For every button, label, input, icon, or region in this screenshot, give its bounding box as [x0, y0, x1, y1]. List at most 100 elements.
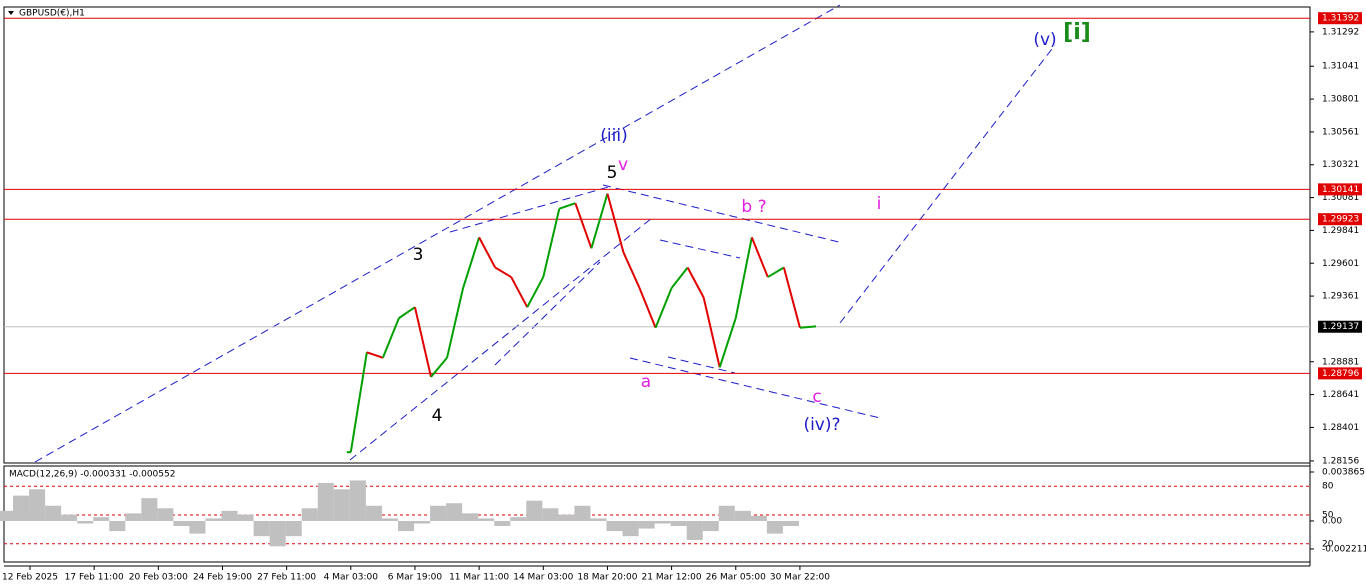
macd-bar: [157, 508, 174, 521]
macd-bar: [349, 480, 366, 521]
y-tick-label: 0.00: [1322, 516, 1342, 526]
price-segment: [590, 193, 609, 249]
x-tick-label: 6 Mar 19:00: [388, 573, 443, 583]
macd-bar: [638, 520, 655, 529]
macd-bar: [173, 520, 190, 527]
y-tick-label: 1.31292: [1322, 27, 1359, 37]
y2-tick-label: 80: [1322, 482, 1334, 492]
level-label-box: [1318, 183, 1362, 196]
x-tick-label: 27 Feb 11:00: [257, 573, 316, 583]
price-segment: [542, 208, 561, 278]
level-label: 1.31392: [1322, 14, 1359, 24]
price-segment: [686, 267, 705, 299]
macd-bar: [622, 520, 639, 537]
macd-bar: [221, 510, 238, 521]
y-tick-label: 1.28156: [1322, 456, 1359, 466]
macd-bar: [430, 505, 447, 521]
y-tick-label: 1.30081: [1322, 193, 1359, 203]
macd-title: MACD(12,26,9) -0.000331 -0.000552: [9, 470, 175, 480]
wave-label: b ?: [741, 197, 766, 217]
macd-bar: [766, 520, 783, 534]
y-tick-label: 1.29841: [1322, 226, 1359, 236]
x-tick-label: 18 Mar 20:00: [577, 573, 637, 583]
price-segment: [526, 276, 545, 308]
macd-bar: [29, 489, 46, 521]
x-tick-label: 11 Mar 11:00: [449, 573, 509, 583]
price-segment: [574, 202, 593, 249]
chart-title: GBPUSD(€),H1: [19, 9, 85, 19]
macd-bar: [734, 510, 751, 521]
price-segment: [462, 237, 481, 289]
macd-bar: [782, 520, 799, 527]
macd-bar: [397, 520, 415, 532]
y-tick-label: 1.30321: [1322, 160, 1359, 170]
macd-bar: [109, 520, 126, 532]
x-tick-label: 30 Mar 22:00: [770, 573, 830, 583]
y-tick-label: 1.29601: [1322, 259, 1359, 269]
macd-bar: [478, 518, 495, 521]
price-segment: [366, 351, 384, 359]
x-tick-label: 21 Mar 12:00: [642, 573, 702, 583]
price-segment: [702, 297, 721, 368]
y-tick-label: 1.28641: [1322, 390, 1359, 400]
trend-lines: [34, 4, 1056, 463]
x-tick-label: 24 Feb 19:00: [193, 573, 252, 583]
price-segment: [381, 317, 400, 359]
price-segment: [558, 202, 576, 210]
level-label: 1.30141: [1322, 185, 1359, 195]
macd-bar: [269, 520, 286, 547]
macd-bar: [125, 513, 142, 521]
y-tick-label: 0.003865: [1322, 468, 1365, 478]
macd-bar: [542, 508, 559, 521]
level-label: 1.29923: [1322, 215, 1359, 225]
macd-bar: [590, 518, 607, 521]
macd-bar: [702, 520, 719, 532]
macd-bar: [414, 520, 431, 524]
price-segment: [799, 325, 817, 329]
y-tick-label: 1.28401: [1322, 423, 1359, 433]
macd-bar: [61, 514, 78, 521]
price-segment: [430, 357, 448, 378]
price-segment: [494, 266, 512, 278]
wave-label: (v): [1033, 30, 1056, 50]
macd-bar: [381, 518, 398, 521]
x-tick-label: 14 Mar 03:00: [513, 573, 573, 583]
x-tick-label: 20 Feb 03:00: [129, 573, 188, 583]
y-tick-label: 1.31041: [1322, 62, 1359, 72]
wave-label: 5: [607, 163, 618, 183]
level-label-box: [1318, 12, 1362, 25]
price-segment: [622, 252, 641, 289]
wave-label: (iv)?: [803, 415, 840, 435]
macd-bar: [93, 517, 110, 521]
macd-bar: [333, 489, 350, 521]
wave-label: (iii): [600, 126, 627, 146]
macd-bar: [317, 482, 334, 521]
macd-bar: [253, 520, 270, 537]
x-tick-label: 26 Mar 05:00: [706, 573, 766, 583]
y-tick-label: 1.30801: [1322, 95, 1359, 105]
macd-bar: [45, 505, 62, 521]
macd-bar: [670, 520, 687, 527]
y-tick-label: -0.002211: [1322, 544, 1366, 554]
macd-bar: [526, 500, 543, 521]
price-segment: [638, 287, 657, 329]
wave-label: i: [877, 194, 882, 214]
price-segment: [510, 276, 529, 308]
y2-tick-label: 50: [1322, 511, 1334, 521]
macd-bar: [301, 508, 318, 521]
x-tick-label: 4 Mar 03:00: [324, 573, 379, 583]
macd-bar: [574, 505, 591, 521]
price-segment: [446, 287, 465, 359]
macd-bar: [189, 520, 206, 534]
price-segment: [606, 193, 625, 253]
level-label: 1.28796: [1322, 369, 1359, 379]
price-segment: [718, 317, 737, 368]
wave-label: v: [618, 155, 628, 175]
main-panel: [3, 6, 1311, 464]
macd-bar: [686, 520, 703, 540]
macd-bar: [237, 514, 254, 521]
macd-bar: [558, 514, 575, 521]
price-segment: [349, 352, 368, 453]
wave-label: 3: [413, 245, 424, 265]
